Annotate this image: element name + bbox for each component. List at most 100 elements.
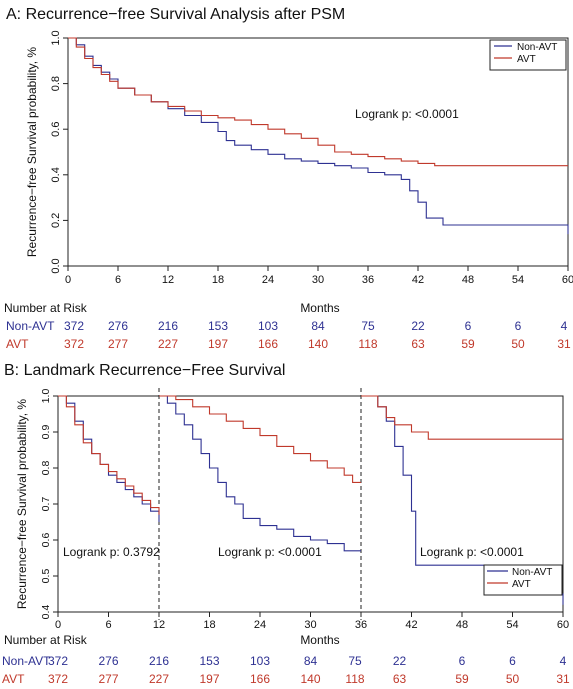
panel-a-plot-frame [67,37,569,267]
panel-a-y-axis-label: Recurrence−free Survival probability, % [25,47,39,258]
panel-b-risk-cell: 22 [393,654,407,668]
panel-a-risk-cell: 75 [361,319,375,333]
panel-a-x-tick-label: 0 [65,274,71,286]
panel-a-risk-cell: 4 [561,319,568,333]
panel-a-x-tick-label: 48 [462,274,474,286]
panel-b-y-tick-label: 0.4 [40,605,52,620]
panel-b-y-tick-label: 0.5 [40,569,52,584]
panel-b-risk-cell: 75 [348,654,362,668]
panel-a-risk-cell: 31 [557,337,571,351]
panel-a-series-non-avt-line [68,37,569,235]
panel-a-risk-cell: 22 [411,319,425,333]
panel-b-y-tick-label: 1.0 [40,389,52,404]
panel-a-risk-cell: 63 [411,337,425,351]
panel-b-risk-cell: 276 [98,654,118,668]
panel-b-x-axis-label: Months [300,633,339,647]
panel-b-risk-cell: 166 [250,672,270,686]
panel-b-series-non-avt-segment-2 [159,395,361,552]
panel-b-risk-cell: 216 [149,654,169,668]
panel-b-x-tick-label: 24 [254,619,266,631]
panel-a-y-tick-label: 0.6 [50,122,62,137]
panel-b-risk-cell: 118 [345,672,364,686]
panel-a-risk-cell: 50 [511,337,525,351]
panel-b-y-tick-label: 0.7 [40,497,52,512]
panel-b-x-tick-label: 60 [557,619,569,631]
panel-b-y-axis-label: Recurrence−free Survival probability, % [15,399,29,610]
panel-a-risk-row-label: AVT [6,337,29,351]
panel-b-x-tick-label: 48 [456,619,468,631]
panel-a-x-tick-label: 18 [212,274,224,286]
panel-a-risk-cell: 372 [64,319,84,333]
panel-b-logrank-annotation: Logrank p: <0.0001 [218,545,322,559]
panel-a-risk-row-label: Non-AVT [6,319,55,333]
panel-b-risk-cell: 59 [455,672,469,686]
panel-a-series-avt-line [68,37,568,167]
panel-b-risk-cell: 84 [304,654,318,668]
panel-a-logrank-annotation: Logrank p: <0.0001 [355,107,459,121]
panel-b-risk-cell: 50 [506,672,520,686]
panel-a-x-tick-label: 30 [312,274,324,286]
panel-b-x-tick-label: 30 [304,619,316,631]
panel-a-x-tick-label: 6 [115,274,121,286]
panel-b-risk-cell: 140 [300,672,320,686]
panel-a-risk-cell: 59 [461,337,475,351]
panel-a-risk-cell: 216 [158,319,178,333]
panel-a-risk-cell: 84 [311,319,325,333]
panel-b-risk-cell: 227 [149,672,169,686]
panel-b-x-tick-label: 0 [55,619,61,631]
panel-b-x-tick-label: 18 [203,619,215,631]
panel-b-legend-box [483,564,563,596]
panel-a-risk-cell: 6 [515,319,522,333]
panel-a-legend-label: AVT [517,54,536,65]
panel-b-series-avt-segment-2 [159,395,361,483]
panel-b-risk-cell: 4 [560,654,567,668]
panel-a-risk-cell: 197 [208,337,228,351]
panel-a-risk-cell: 6 [465,319,472,333]
panel-a-title: A: Recurrence−free Survival Analysis aft… [6,6,345,23]
panel-a-y-tick-label: 0.2 [50,213,62,228]
panel-b-risk-cell: 277 [98,672,118,686]
panel-a-risk-cell: 140 [308,337,328,351]
panel-b-risk-row-label: AVT [2,672,25,686]
panel-b-x-tick-label: 42 [405,619,417,631]
panel-b-logrank-annotation: Logrank p: 0.3792 [63,545,160,559]
panel-b-series-avt-segment-3 [361,395,563,440]
panel-a-risk-cell: 276 [108,319,128,333]
panel-a-risk-cell: 103 [258,319,278,333]
panel-a-x-tick-label: 36 [362,274,374,286]
panel-b-logrank-annotation: Logrank p: <0.0001 [420,545,524,559]
panel-a-x-tick-label: 24 [262,274,274,286]
panel-a-x-tick-label: 54 [512,274,524,286]
panel-a-risk-table-title: Number at Risk [4,301,88,315]
panel-a-legend-label: Non-AVT [517,42,557,53]
panel-a-x-axis-label: Months [300,301,339,315]
panel-a-y-tick-label: 1.0 [50,30,62,45]
panel-b-x-tick-label: 36 [355,619,367,631]
panel-a-x-tick-label: 12 [162,274,174,286]
panel-b-series-non-avt-segment-1 [58,395,160,522]
panel-b-risk-cell: 31 [556,672,570,686]
panel-a-y-tick-label: 0.8 [50,76,62,91]
panel-b-y-tick-label: 0.9 [40,425,52,440]
panel-a-risk-cell: 153 [208,319,228,333]
panel-b-y-tick-label: 0.6 [40,533,52,548]
panel-b-risk-cell: 63 [393,672,407,686]
panel-a-risk-cell: 118 [358,337,377,351]
panel-b-x-tick-label: 6 [105,619,111,631]
panel-a-risk-cell: 227 [158,337,178,351]
panel-b-risk-table-title: Number at Risk [4,633,88,647]
panel-b-legend-label: AVT [512,579,531,590]
panel-b-risk-cell: 153 [199,654,219,668]
panel-a-risk-cell: 277 [108,337,128,351]
panel-b-x-tick-label: 12 [153,619,165,631]
panel-b-risk-cell: 197 [199,672,219,686]
panel-a-legend-box [489,39,567,71]
panel-a-y-tick-label: 0.4 [50,167,62,182]
panel-a-risk-cell: 372 [64,337,84,351]
panel-b-risk-cell: 372 [48,654,68,668]
panel-b-series-avt-segment-1 [58,395,160,515]
panel-b-risk-cell: 103 [250,654,270,668]
panel-a-x-tick-label: 42 [412,274,424,286]
panel-b-risk-cell: 372 [48,672,68,686]
